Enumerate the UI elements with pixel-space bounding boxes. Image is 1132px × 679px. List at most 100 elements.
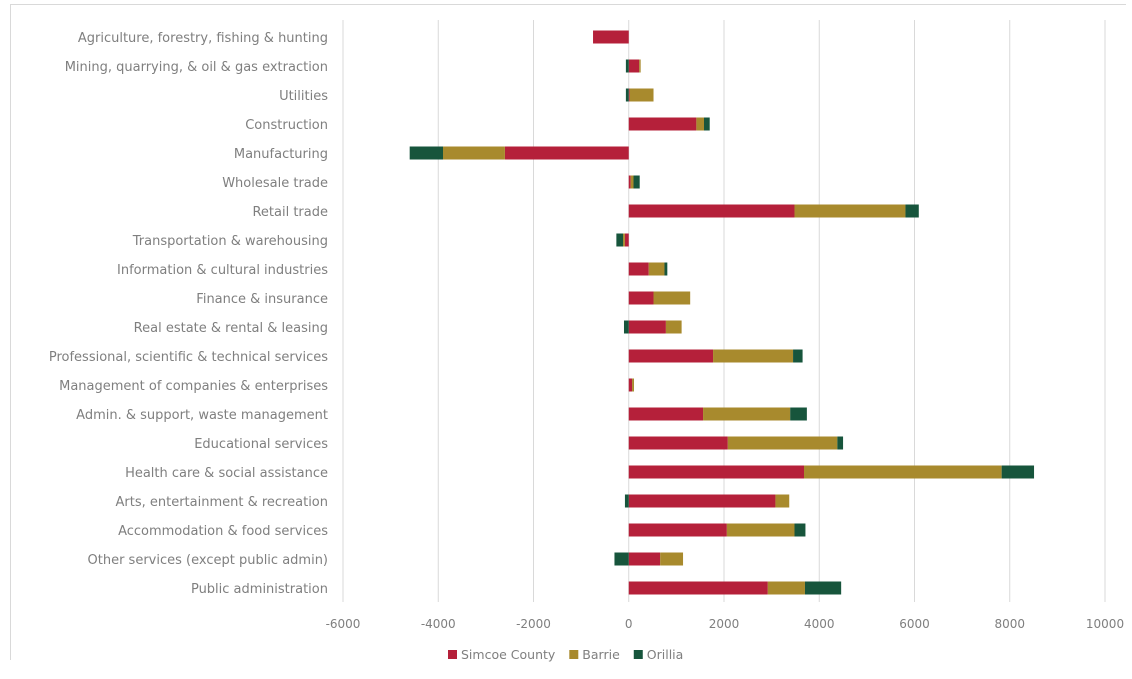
category-label: Retail trade	[252, 205, 328, 220]
category-label: Accommodation & food services	[118, 524, 328, 539]
bar-segment	[639, 59, 641, 73]
bar-segment	[443, 146, 505, 160]
bar-segment	[804, 465, 1002, 479]
category-label: Real estate & rental & leasing	[134, 321, 328, 336]
bar-segment	[616, 233, 624, 247]
bars	[409, 30, 1035, 595]
bar-segment	[628, 407, 704, 421]
bar-segment	[625, 59, 629, 73]
bar-segment	[837, 436, 844, 450]
bar-segment	[628, 88, 630, 102]
bar-segment	[628, 291, 654, 305]
bar-segment	[628, 320, 666, 334]
bar-segment	[623, 320, 629, 334]
legend-item: Orillia	[633, 647, 684, 662]
bar-segment	[624, 494, 629, 508]
category-labels: Agriculture, forestry, fishing & hunting…	[49, 31, 328, 597]
bar-segment	[628, 581, 768, 595]
bar-segment	[628, 523, 727, 537]
bar-segment	[614, 552, 629, 566]
category-label: Wholesale trade	[222, 176, 328, 191]
bar-segment	[628, 262, 649, 276]
bar-segment	[727, 436, 838, 450]
x-tick-label: 10000	[1086, 617, 1124, 631]
bar-segment	[794, 204, 906, 218]
bar-segment	[648, 262, 665, 276]
x-tick-label: 2000	[709, 617, 740, 631]
category-label: Manufacturing	[234, 147, 328, 162]
chart-frame	[10, 4, 1126, 660]
bar-segment	[593, 30, 629, 44]
legend-item: Simcoe County	[448, 647, 556, 662]
bar-segment	[775, 494, 790, 508]
bar-segment	[793, 349, 803, 363]
category-label: Transportation & warehousing	[132, 234, 328, 249]
category-label: Arts, entertainment & recreation	[116, 495, 329, 510]
bar-segment	[628, 552, 661, 566]
legend-swatch	[448, 650, 457, 659]
bar-segment	[790, 407, 807, 421]
bar-segment	[630, 175, 634, 189]
category-label: Other services (except public admin)	[88, 553, 329, 568]
category-label: Admin. & support, waste management	[76, 408, 328, 423]
category-label: Public administration	[191, 582, 328, 597]
bar-segment	[628, 494, 776, 508]
category-label: Finance & insurance	[196, 292, 328, 307]
x-tick-label: 8000	[994, 617, 1025, 631]
category-label: Professional, scientific & technical ser…	[49, 350, 328, 365]
bar-segment	[633, 175, 640, 189]
bar-segment	[653, 291, 691, 305]
x-tick-label: 6000	[899, 617, 930, 631]
bar-segment	[713, 349, 794, 363]
legend-swatch	[633, 650, 643, 659]
category-label: Agriculture, forestry, fishing & hunting	[78, 31, 328, 46]
bar-segment	[804, 581, 842, 595]
bar-segment	[1001, 465, 1035, 479]
x-axis-tick-labels: -6000 -4000 -2000 0 2000 4000 6000 8000 10000	[326, 617, 1125, 631]
category-label: Mining, quarrying, & oil & gas extractio…	[65, 60, 328, 75]
bar-segment	[628, 59, 640, 73]
bar-segment	[905, 204, 919, 218]
legend-label: Simcoe County	[461, 647, 556, 662]
bar-segment	[628, 436, 728, 450]
bar-segment	[628, 204, 795, 218]
bar-segment	[632, 378, 634, 392]
category-label: Construction	[245, 118, 328, 133]
x-tick-label: -4000	[421, 617, 456, 631]
legend-item: Barrie	[569, 647, 620, 662]
x-tick-label: -6000	[326, 617, 361, 631]
bar-segment	[628, 378, 633, 392]
bar-segment	[623, 233, 625, 247]
x-tick-label: 4000	[804, 617, 835, 631]
bar-segment	[696, 117, 704, 131]
bar-segment	[665, 320, 682, 334]
bar-segment	[629, 88, 654, 102]
bar-segment	[628, 175, 631, 189]
bar-segment	[624, 233, 629, 247]
bar-segment	[660, 552, 684, 566]
bar-segment	[628, 117, 697, 131]
category-label: Educational services	[194, 437, 328, 452]
bar-segment	[767, 581, 805, 595]
legend: Simcoe County Barrie Orillia	[448, 647, 683, 662]
category-label: Information & cultural industries	[117, 263, 328, 278]
bar-segment	[664, 262, 668, 276]
bar-segment	[726, 523, 795, 537]
x-tick-label: 0	[625, 617, 633, 631]
category-label: Health care & social assistance	[125, 466, 328, 481]
x-tick-label: -2000	[516, 617, 551, 631]
category-label: Management of companies & enterprises	[59, 379, 328, 394]
bar-segment	[409, 146, 444, 160]
gridlines	[342, 20, 1106, 602]
bar-segment	[794, 523, 806, 537]
bar-segment	[504, 146, 629, 160]
bar-segment	[628, 349, 714, 363]
bar-segment	[703, 407, 791, 421]
legend-label: Barrie	[582, 647, 620, 662]
category-label: Utilities	[279, 89, 328, 104]
bar-segment	[628, 465, 805, 479]
legend-swatch	[569, 650, 579, 659]
legend-label: Orillia	[647, 647, 684, 662]
bar-segment	[703, 117, 710, 131]
